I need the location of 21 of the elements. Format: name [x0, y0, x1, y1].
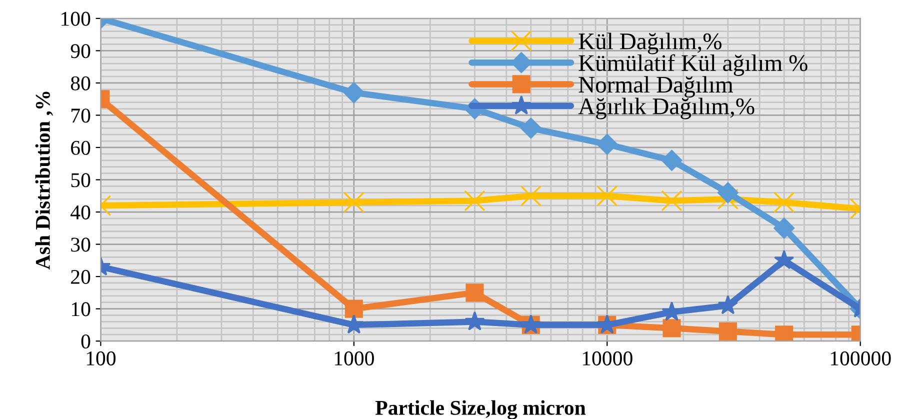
y-tick-label: 70: [72, 108, 90, 123]
x-tick-label: 1000: [334, 351, 374, 366]
x-tick-label: 100000: [830, 351, 891, 366]
y-tick-label: 50: [71, 173, 90, 188]
x-axis-title: Particle Size,log micron: [375, 400, 586, 419]
legend-label: Ağırlık Dağılım,%: [578, 98, 754, 120]
legend-label: Kümülatif Kül ağılım %: [578, 54, 808, 76]
y-tick-label: 100: [62, 12, 90, 26]
legend-label: Normal Dağılım: [578, 76, 734, 98]
legend-label: Kül Dağılım,%: [578, 32, 722, 54]
y-tick-label: 20: [71, 270, 90, 284]
y-tick-label: 60: [71, 140, 90, 155]
y-tick-label: 0: [81, 334, 90, 348]
y-axis-title: Ash Distribution ,%: [35, 92, 53, 270]
x-tick-label: 100: [86, 351, 116, 366]
y-tick-label: 90: [70, 44, 90, 58]
y-tick-label: 10: [72, 302, 90, 316]
y-tick-label: 40: [70, 205, 90, 220]
y-tick-label: 30: [71, 238, 90, 252]
y-tick-label: 80: [70, 76, 90, 90]
x-tick-label: 10000: [582, 351, 632, 366]
